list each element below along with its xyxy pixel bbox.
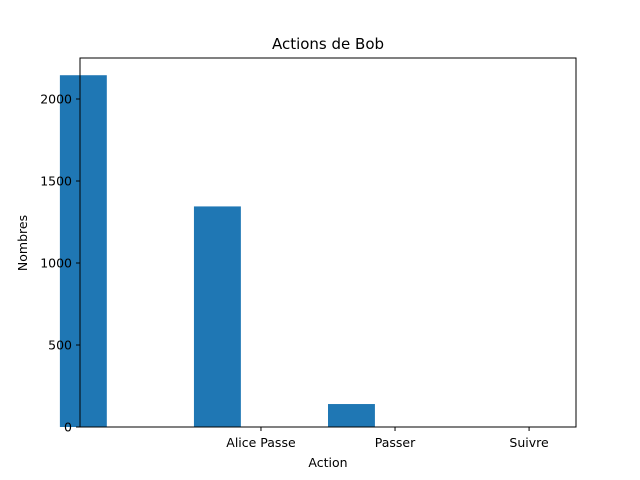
x-tick-label: Alice Passe xyxy=(226,435,296,450)
bars-group xyxy=(59,75,375,427)
y-tick-label: 1500 xyxy=(40,174,72,189)
x-tick-label: Suivre xyxy=(509,435,549,450)
x-tick-label: Passer xyxy=(375,435,416,450)
plot-frame xyxy=(79,57,577,428)
y-axis-label: Nombres xyxy=(15,215,30,271)
y-axis: 0 500 1000 1500 2000 xyxy=(40,92,80,435)
x-axis-label: Action xyxy=(308,455,347,470)
chart-title: Actions de Bob xyxy=(272,35,384,53)
y-tick-label: 0 xyxy=(64,420,72,435)
y-tick-label: 500 xyxy=(48,338,72,353)
y-tick-label: 2000 xyxy=(40,92,72,107)
bar-1 xyxy=(193,206,241,427)
y-tick-label: 1000 xyxy=(40,256,72,271)
bar-2 xyxy=(328,404,375,427)
x-axis: Alice Passe Passer Suivre xyxy=(226,427,549,450)
bar-0 xyxy=(59,75,107,427)
